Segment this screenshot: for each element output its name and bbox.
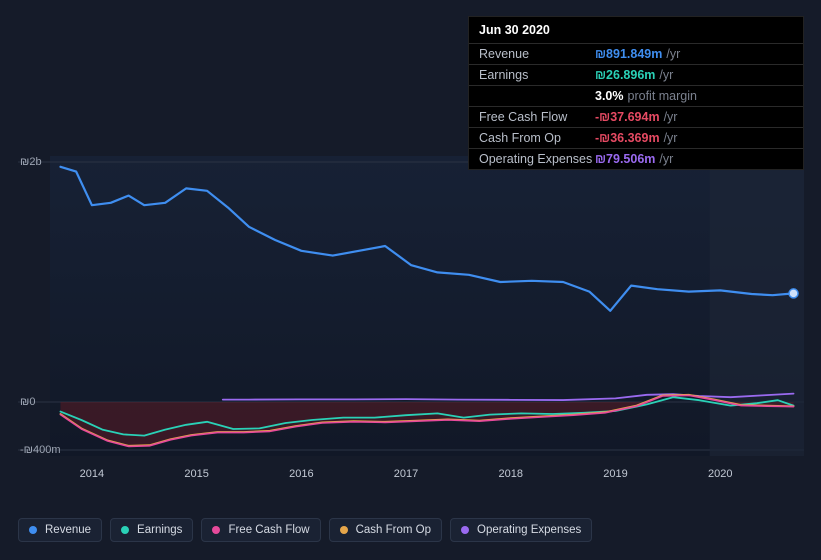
- legend-dot-icon: [29, 526, 37, 534]
- y-axis-tick: -₪400m: [20, 444, 61, 456]
- tooltip-label: Free Cash Flow: [479, 110, 595, 124]
- tooltip-row: Revenue ₪891.849m /yr: [469, 43, 803, 64]
- tooltip-unit: /yr: [659, 152, 673, 166]
- data-tooltip: Jun 30 2020 Revenue ₪891.849m /yr Earnin…: [468, 16, 804, 170]
- tooltip-unit: /yr: [659, 68, 673, 82]
- legend-dot-icon: [461, 526, 469, 534]
- tooltip-label: Earnings: [479, 68, 595, 82]
- tooltip-row: Earnings ₪26.896m /yr: [469, 64, 803, 85]
- tooltip-row: Cash From Op -₪36.369m /yr: [469, 127, 803, 148]
- x-axis-tick: 2017: [394, 468, 418, 480]
- tooltip-label: Revenue: [479, 47, 595, 61]
- y-axis-tick: ₪2b: [20, 156, 42, 168]
- x-axis-tick: 2019: [603, 468, 627, 480]
- x-axis-tick: 2016: [289, 468, 313, 480]
- x-axis-tick: 2015: [184, 468, 208, 480]
- legend-item-revenue[interactable]: Revenue: [18, 518, 102, 542]
- tooltip-label: Operating Expenses: [479, 152, 595, 166]
- tooltip-unit: /yr: [666, 47, 680, 61]
- legend-dot-icon: [212, 526, 220, 534]
- legend-item-earnings[interactable]: Earnings: [110, 518, 193, 542]
- financials-chart: ₪2b ₪0 -₪400m 2014 2015 2016 2017 2018 2019 2020: [18, 150, 804, 504]
- tooltip-label: [479, 89, 595, 103]
- tooltip-value: ₪891.849m: [595, 47, 662, 61]
- tooltip-value: ₪79.506m: [595, 152, 655, 166]
- x-axis-tick: 2020: [708, 468, 732, 480]
- legend-item-free-cash-flow[interactable]: Free Cash Flow: [201, 518, 320, 542]
- tooltip-title: Jun 30 2020: [469, 17, 803, 43]
- y-axis-tick: ₪0: [20, 396, 35, 408]
- legend: Revenue Earnings Free Cash Flow Cash Fro…: [18, 518, 592, 542]
- legend-dot-icon: [340, 526, 348, 534]
- x-axis-tick: 2018: [499, 468, 523, 480]
- chart-svg: [18, 150, 804, 504]
- legend-label: Earnings: [137, 524, 182, 536]
- tooltip-row: Operating Expenses ₪79.506m /yr: [469, 148, 803, 169]
- legend-label: Cash From Op: [356, 524, 431, 536]
- tooltip-unit: profit margin: [628, 89, 697, 103]
- tooltip-value: -₪37.694m: [595, 110, 660, 124]
- tooltip-value: 3.0%: [595, 89, 624, 103]
- tooltip-value: -₪36.369m: [595, 131, 660, 145]
- legend-item-cash-from-op[interactable]: Cash From Op: [329, 518, 442, 542]
- x-axis-tick: 2014: [80, 468, 104, 480]
- legend-dot-icon: [121, 526, 129, 534]
- legend-label: Free Cash Flow: [228, 524, 309, 536]
- tooltip-value: ₪26.896m: [595, 68, 655, 82]
- tooltip-label: Cash From Op: [479, 131, 595, 145]
- legend-label: Revenue: [45, 524, 91, 536]
- legend-item-operating-expenses[interactable]: Operating Expenses: [450, 518, 592, 542]
- legend-label: Operating Expenses: [477, 524, 581, 536]
- tooltip-unit: /yr: [664, 110, 678, 124]
- tooltip-unit: /yr: [664, 131, 678, 145]
- tooltip-row: Free Cash Flow -₪37.694m /yr: [469, 106, 803, 127]
- tooltip-row-margin: 3.0% profit margin: [469, 85, 803, 106]
